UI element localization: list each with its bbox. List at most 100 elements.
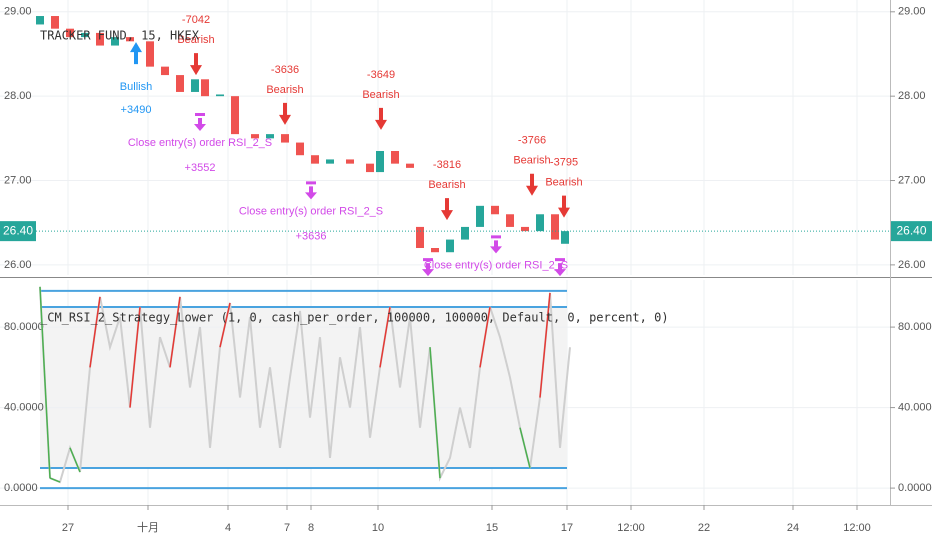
- rsi-segment: [129, 306, 141, 408]
- y-tick-label: 40.0000: [898, 402, 932, 414]
- candle: [416, 226, 424, 249]
- bullish-arrow: [130, 42, 142, 65]
- signal-label: -3636: [271, 64, 299, 76]
- signal-label: -3816: [433, 159, 461, 171]
- y-tick-label: 0.0000: [898, 482, 932, 494]
- candle: [366, 163, 374, 173]
- x-tick-label: 7: [284, 522, 290, 534]
- last-price-label: 26.40: [896, 223, 926, 237]
- candle: [36, 16, 44, 25]
- last-price-label: 26.40: [3, 223, 33, 237]
- candle: [491, 205, 499, 215]
- x-tick-label: 24: [787, 522, 799, 534]
- rsi-segment: [89, 296, 101, 368]
- x-tick-label: 27: [62, 522, 74, 534]
- y-tick-label: 27.00: [4, 174, 32, 186]
- y-tick-label: 29.00: [898, 6, 926, 18]
- candle: [536, 214, 544, 232]
- rsi-segment: [49, 477, 61, 483]
- candle: [551, 214, 559, 240]
- candle: [326, 159, 334, 164]
- rsi-segment: [39, 286, 51, 479]
- candle: [476, 205, 484, 227]
- close-marker: [490, 235, 502, 254]
- candle: [251, 134, 259, 139]
- candle: [311, 155, 319, 164]
- candle: [96, 32, 104, 46]
- bearish-arrow: [441, 198, 453, 221]
- y-tick-label: 80.0000: [4, 321, 44, 333]
- signal-label: Bearish: [545, 177, 582, 189]
- y-tick-label: 26.00: [4, 259, 32, 271]
- close-marker: [422, 258, 434, 277]
- signal-label: +3552: [185, 162, 216, 174]
- candle: [201, 79, 209, 97]
- candle: [506, 214, 514, 227]
- signal-label: Close entry(s) order RSI_2_S: [128, 137, 272, 149]
- bearish-arrow: [190, 53, 202, 76]
- candle: [146, 41, 154, 67]
- signal-label: Bullish: [120, 81, 152, 93]
- last-price-box: [0, 221, 36, 242]
- candle: [446, 239, 454, 253]
- x-tick-label: 10: [372, 522, 384, 534]
- candle: [176, 75, 184, 92]
- close-marker: [194, 113, 206, 132]
- candle: [161, 66, 169, 76]
- candle: [266, 134, 274, 139]
- x-tick-label: 十月: [137, 520, 159, 534]
- candle: [81, 32, 89, 38]
- chart-title: _CM_RSI_2_Strategy_Lower (1, 0, cash_per…: [40, 311, 669, 325]
- rsi-segment: [519, 427, 531, 469]
- bearish-arrow: [558, 195, 570, 218]
- signal-label: Bearish: [266, 84, 303, 96]
- candle: [376, 150, 384, 173]
- bearish-arrow: [279, 102, 291, 125]
- rsi-segment: [429, 347, 441, 479]
- signal-label: -7042: [182, 14, 210, 26]
- y-tick-label: 28.00: [898, 90, 926, 102]
- rsi-segment: [479, 306, 491, 368]
- bearish-arrow: [526, 173, 538, 196]
- signal-label: -3795: [550, 157, 578, 169]
- x-tick-label: 17: [561, 522, 573, 534]
- candle: [521, 226, 529, 232]
- candle: [51, 16, 59, 29]
- y-tick-label: 80.0000: [898, 321, 932, 333]
- candle: [296, 142, 304, 156]
- candle: [216, 94, 224, 97]
- x-tick-label: 22: [698, 522, 710, 534]
- y-tick-label: 27.00: [898, 174, 926, 186]
- signal-label: Bearish: [428, 179, 465, 191]
- signal-label: +3636: [296, 230, 327, 242]
- x-tick-label: 15: [486, 522, 498, 534]
- rsi-segment: [169, 296, 181, 368]
- candle: [111, 37, 119, 46]
- x-tick-label: 12:00: [617, 522, 645, 534]
- x-tick-label: 8: [308, 522, 314, 534]
- candle: [431, 248, 439, 253]
- candle: [66, 28, 74, 38]
- candle: [126, 37, 134, 42]
- signal-label: Close entry(s) order RSI_2_S: [239, 205, 383, 217]
- candle: [461, 226, 469, 240]
- signal-label: Bearish: [177, 34, 214, 46]
- rsi-segment: [219, 302, 231, 348]
- signal-label: -3649: [367, 69, 395, 81]
- x-tick-label: 12:00: [843, 522, 871, 534]
- y-tick-label: 40.0000: [4, 402, 44, 414]
- candle: [281, 134, 289, 143]
- rsi-segment: [539, 292, 551, 398]
- candle: [346, 159, 354, 164]
- candle: [406, 163, 414, 168]
- close-marker: [554, 258, 566, 277]
- bearish-arrow: [375, 107, 387, 130]
- chart-title: TRACKER FUND, 15, HKEX: [40, 29, 200, 43]
- x-tick-label: 4: [225, 522, 231, 534]
- candle: [561, 231, 569, 244]
- candle: [231, 96, 239, 135]
- signal-label: -3766: [518, 135, 546, 147]
- rsi-segment: [69, 447, 81, 473]
